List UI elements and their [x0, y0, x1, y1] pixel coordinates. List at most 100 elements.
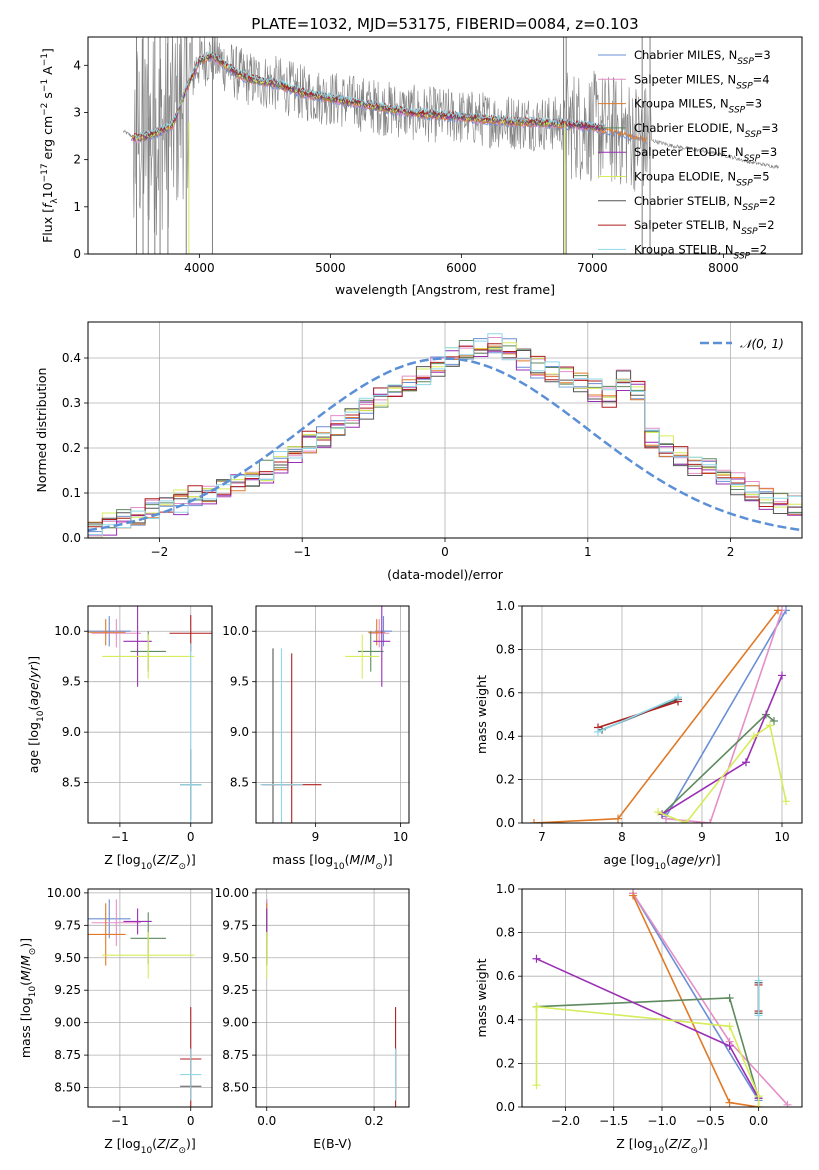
- y-axis-label: mass weight: [474, 958, 489, 1037]
- x-tick-label: 10: [393, 830, 408, 844]
- x-tick-label: −0.5: [696, 1114, 725, 1128]
- y-tick-label: 0.0: [496, 816, 515, 830]
- y-tick-label: 9.00: [222, 1016, 249, 1030]
- weight-marker: [532, 954, 541, 963]
- x-axis-label: mass [log10(M/M⊙)]: [272, 852, 392, 872]
- x-tick-label: 0: [441, 545, 449, 559]
- plot-area: [266, 899, 397, 1107]
- model-spectrum-chabrier-elodie: [132, 53, 606, 142]
- weight-marker: [725, 1098, 734, 1107]
- legend-label: Salpeter STELIB, NSSP=2: [634, 218, 775, 237]
- panel-age_vs_Z: −1 0 8.5 9.0 9.5 10.0 Z [log10(Z/Z⊙)] age [log1…: [26, 605, 213, 872]
- weight-marker: [594, 727, 602, 736]
- weight-marker: [629, 891, 638, 900]
- weight-line-kroupa-elodie: [657, 724, 787, 823]
- weight-marker: [530, 819, 538, 823]
- y-tick-label: 0.0: [62, 531, 81, 545]
- weight-marker: [778, 671, 786, 680]
- y-tick-label: 1.0: [496, 882, 515, 896]
- y-tick-label: 0.4: [62, 351, 81, 365]
- y-tick-label: 8.75: [222, 1048, 249, 1062]
- x-tick-label: −1.0: [647, 1114, 676, 1128]
- y-axis-label: mass weight: [474, 675, 489, 754]
- y-tick-label: 0.6: [496, 969, 515, 983]
- legend-label: Salpeter MILES, NSSP=4: [634, 72, 770, 91]
- axes-frame: [255, 605, 410, 824]
- x-tick-label: 7000: [577, 261, 608, 275]
- weight-marker: [782, 797, 790, 806]
- legend-label: Kroupa STELIB, NSSP=2: [634, 242, 767, 261]
- panel-age_vs_mass: 9 10 8.5 9.0 9.5 10.0 mass [log10(M/M⊙)]: [222, 605, 410, 872]
- plot-area: [530, 606, 790, 823]
- histogram-kroupa-stelib: [88, 333, 802, 536]
- y-tick-label: 9.00: [54, 1016, 81, 1030]
- legend-label: 𝒩(0, 1): [740, 337, 784, 351]
- y-axis-label: age [log10(age/yr)]: [26, 656, 46, 773]
- plot-area: [123, 37, 779, 254]
- weight-marker: [674, 693, 682, 702]
- weight-marker: [770, 717, 778, 726]
- y-tick-label: 10.00: [215, 886, 249, 900]
- x-tick-label: 0.2: [365, 1114, 384, 1128]
- y-tick-label: 9.75: [54, 918, 81, 932]
- x-tick-label: −1: [293, 545, 311, 559]
- weight-marker: [766, 721, 774, 730]
- x-tick-label: 2: [727, 545, 735, 559]
- plot-area: [532, 889, 792, 1107]
- weight-marker: [742, 758, 750, 767]
- x-axis-label: Z [log10(Z/Z⊙)]: [616, 1136, 708, 1156]
- weight-marker: [532, 1002, 541, 1011]
- weight-marker: [774, 606, 782, 615]
- y-tick-label: 0.2: [62, 441, 81, 455]
- y-tick-label: 8.5: [230, 776, 249, 790]
- weight-marker: [654, 808, 662, 817]
- y-tick-label: 9.0: [230, 725, 249, 739]
- x-tick-label: 9: [312, 830, 320, 844]
- axes-frame: [87, 888, 213, 1108]
- panel-mass_vs_Z: −1 0 8.50 8.75 9.00 9.25 9.50 9.75 10.00 Z [log10…: [18, 886, 213, 1156]
- weight-line-kroupa-stelib: [597, 696, 679, 733]
- x-tick-label: 7: [538, 830, 546, 844]
- x-tick-label: 6000: [446, 261, 477, 275]
- y-tick-label: 3: [73, 105, 81, 119]
- legend-label: Kroupa ELODIE, NSSP=5: [634, 170, 770, 189]
- y-tick-label: 10.0: [222, 624, 249, 638]
- x-tick-label: 8000: [708, 261, 739, 275]
- gaussian-curve: [88, 357, 802, 532]
- histogram-chabrier-stelib: [88, 349, 802, 524]
- weight-marker: [754, 1103, 763, 1107]
- plot-area: [88, 606, 212, 823]
- y-tick-label: 9.50: [222, 951, 249, 965]
- y-tick-label: 8.50: [222, 1081, 249, 1095]
- x-tick-label: 0: [187, 1114, 195, 1128]
- y-tick-label: 0.8: [496, 926, 515, 940]
- y-axis-label: Flux [fλ10−17 erg cm−2 s−1 A−1]: [40, 48, 60, 243]
- y-tick-label: 8.50: [54, 1081, 81, 1095]
- panel-weight_vs_age: 7 8 9 10 0.0 0.2 0.4 0.6 0.8 1.0 age [log10(age/yr…: [474, 599, 803, 872]
- panel-weight_vs_Z: −2.0 −1.5 −1.0 −0.5 0.0 0.0 0.2 0.4 0.6 0.8 1.0 Z […: [474, 882, 803, 1156]
- weight-marker: [725, 1041, 734, 1050]
- y-tick-label: 0: [73, 247, 81, 261]
- weight-marker: [783, 1100, 792, 1107]
- y-tick-label: 0.2: [496, 1056, 515, 1070]
- legend: Chabrier MILES, NSSP=3 Salpeter MILES, NS…: [598, 48, 778, 261]
- legend-label: Chabrier MILES, NSSP=3: [634, 48, 771, 67]
- plot-area: [88, 333, 802, 538]
- y-tick-label: 0.2: [496, 773, 515, 787]
- axes-frame: [87, 605, 213, 824]
- panel-mass_vs_ebv: 0.0 0.2 8.50 8.75 9.00 9.25 9.50 9.75 10.00 E(B-V…: [215, 886, 410, 1151]
- y-axis-label: mass [log10(M/M⊙)]: [18, 938, 38, 1058]
- weight-marker: [706, 819, 714, 823]
- y-tick-label: 9.50: [54, 951, 81, 965]
- x-axis-label: age [log10(age/yr)]: [603, 852, 720, 872]
- weight-marker: [754, 1011, 763, 1020]
- y-tick-label: 9.75: [222, 918, 249, 932]
- plot-area: [260, 606, 392, 823]
- x-tick-label: −1: [111, 1114, 129, 1128]
- x-tick-label: 0.0: [749, 1114, 768, 1128]
- y-tick-label: 2: [73, 153, 81, 167]
- y-tick-label: 9.5: [62, 675, 81, 689]
- x-axis-label: wavelength [Angstrom, rest frame]: [335, 282, 555, 297]
- x-tick-label: 10: [774, 830, 789, 844]
